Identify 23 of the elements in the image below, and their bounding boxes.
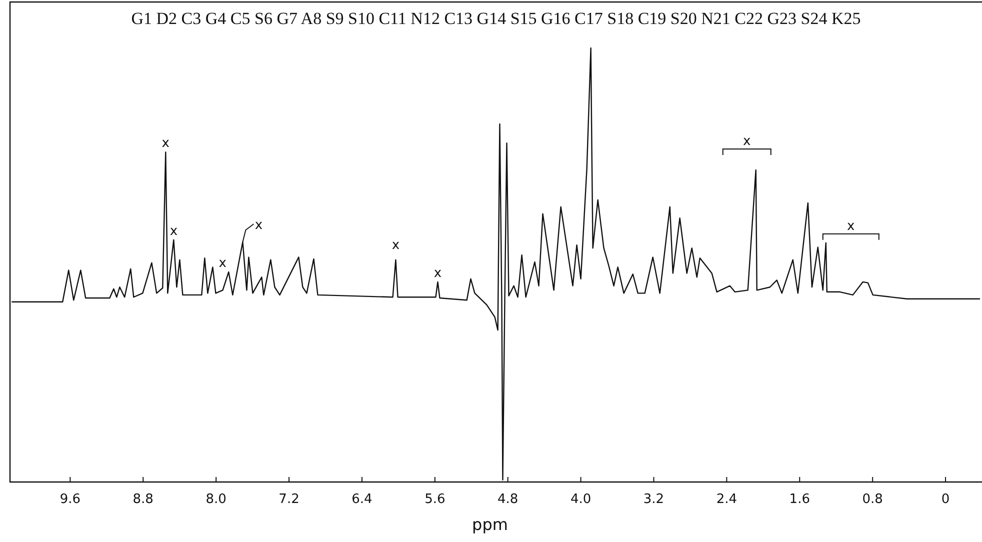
x-tick-label: 3.2 [643,492,664,508]
x-tick-label: 7.2 [278,492,300,508]
x-axis-title: ppm [472,515,508,534]
x-tick-label: 6.4 [352,492,372,508]
x-tick-label: 8.0 [206,492,226,508]
x-tick-label: 4.8 [498,492,518,508]
x-tick-label: 8.8 [132,492,154,508]
annotation: x [847,218,856,234]
x-tick-label: 9.6 [60,492,81,508]
annotation: x [743,134,752,149]
annotation: x [162,136,170,152]
x-tick-label: 2.4 [716,492,738,508]
x-tick-label: 4.0 [570,492,592,508]
annotation: x [170,224,178,239]
x-tick-label: 1.6 [789,492,810,508]
x-tick-label: 0.8 [862,492,883,508]
chart-title: G1 D2 C3 G4 C5 S6 G7 A8 S9 S10 C11 N12 C13 G14 S15 G16 C17 S18 C19 S20 N21 C22 G23 S24 K25 [131,9,861,28]
x-tick-label: 0 [941,492,950,508]
x-tick-label: 5.6 [424,492,446,508]
annotation: x [218,256,227,271]
annotation: x [392,238,400,253]
annotation: x [434,266,442,281]
annotation: x [254,218,263,233]
